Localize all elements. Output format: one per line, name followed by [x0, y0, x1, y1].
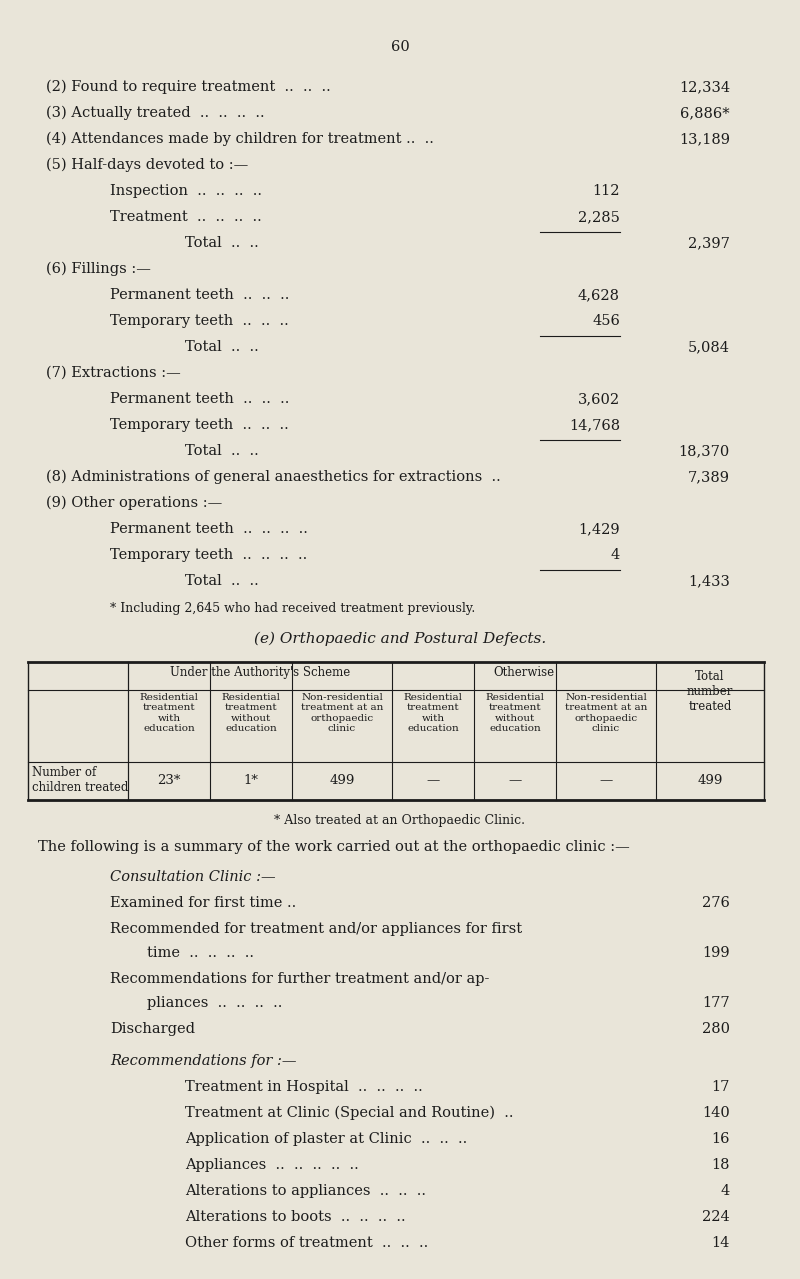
Text: (7) Extractions :—: (7) Extractions :—	[46, 366, 181, 380]
Text: 6,886*: 6,886*	[680, 106, 730, 120]
Text: Residential
treatment
without
education: Residential treatment without education	[486, 693, 545, 733]
Text: The following is a summary of the work carried out at the orthopaedic clinic :—: The following is a summary of the work c…	[38, 840, 630, 854]
Text: Non-residential
treatment at an
orthopaedic
clinic: Non-residential treatment at an orthopae…	[565, 693, 647, 733]
Text: Number of
children treated: Number of children treated	[32, 766, 128, 794]
Text: 18,370: 18,370	[678, 444, 730, 458]
Text: Examined for first time ..: Examined for first time ..	[110, 897, 296, 909]
Text: 4,628: 4,628	[578, 288, 620, 302]
Text: 13,189: 13,189	[679, 132, 730, 146]
Text: Inspection  ..  ..  ..  ..: Inspection .. .. .. ..	[110, 184, 262, 198]
Text: Recommendations for :—: Recommendations for :—	[110, 1054, 297, 1068]
Text: Otherwise: Otherwise	[494, 666, 554, 679]
Text: (6) Fillings :—: (6) Fillings :—	[46, 262, 151, 276]
Text: (8) Administrations of general anaesthetics for extractions  ..: (8) Administrations of general anaesthet…	[46, 469, 501, 485]
Text: 276: 276	[702, 897, 730, 909]
Text: Non-residential
treatment at an
orthopaedic
clinic: Non-residential treatment at an orthopae…	[301, 693, 383, 733]
Text: (5) Half-days devoted to :—: (5) Half-days devoted to :—	[46, 159, 248, 173]
Text: 1,433: 1,433	[688, 574, 730, 588]
Text: Appliances  ..  ..  ..  ..  ..: Appliances .. .. .. .. ..	[185, 1157, 358, 1172]
Text: 3,602: 3,602	[578, 391, 620, 405]
Text: 224: 224	[702, 1210, 730, 1224]
Text: 14: 14	[712, 1236, 730, 1250]
Text: Total  ..  ..: Total .. ..	[185, 237, 258, 249]
Text: 12,334: 12,334	[679, 81, 730, 93]
Text: Total  ..  ..: Total .. ..	[185, 574, 258, 588]
Text: 1,429: 1,429	[578, 522, 620, 536]
Text: Alterations to appliances  ..  ..  ..: Alterations to appliances .. .. ..	[185, 1184, 426, 1198]
Text: Temporary teeth  ..  ..  ..: Temporary teeth .. .. ..	[110, 315, 289, 327]
Text: 140: 140	[702, 1106, 730, 1120]
Text: Total
number
treated: Total number treated	[687, 670, 733, 712]
Text: Treatment at Clinic (Special and Routine)  ..: Treatment at Clinic (Special and Routine…	[185, 1106, 514, 1120]
Text: 2,397: 2,397	[688, 237, 730, 249]
Text: (3) Actually treated  ..  ..  ..  ..: (3) Actually treated .. .. .. ..	[46, 106, 265, 120]
Text: (e) Orthopaedic and Postural Defects.: (e) Orthopaedic and Postural Defects.	[254, 632, 546, 646]
Text: Residential
treatment
without
education: Residential treatment without education	[222, 693, 281, 733]
Text: 17: 17	[712, 1079, 730, 1094]
Text: (4) Attendances made by children for treatment ..  ..: (4) Attendances made by children for tre…	[46, 132, 434, 146]
Text: 456: 456	[592, 315, 620, 327]
Text: Residential
treatment
with
education: Residential treatment with education	[403, 693, 462, 733]
Text: Temporary teeth  ..  ..  ..  ..: Temporary teeth .. .. .. ..	[110, 547, 307, 561]
Text: 499: 499	[330, 775, 354, 788]
Text: 60: 60	[390, 40, 410, 54]
Text: Permanent teeth  ..  ..  ..  ..: Permanent teeth .. .. .. ..	[110, 522, 308, 536]
Text: Under the Authority's Scheme: Under the Authority's Scheme	[170, 666, 350, 679]
Text: 16: 16	[711, 1132, 730, 1146]
Text: 23*: 23*	[158, 775, 181, 788]
Text: time  ..  ..  ..  ..: time .. .. .. ..	[110, 946, 254, 961]
Text: Alterations to boots  ..  ..  ..  ..: Alterations to boots .. .. .. ..	[185, 1210, 406, 1224]
Text: Temporary teeth  ..  ..  ..: Temporary teeth .. .. ..	[110, 418, 289, 432]
Text: (2) Found to require treatment  ..  ..  ..: (2) Found to require treatment .. .. ..	[46, 81, 330, 95]
Text: —: —	[599, 775, 613, 788]
Text: Recommendations for further treatment and/or ap-: Recommendations for further treatment an…	[110, 972, 490, 986]
Text: Discharged: Discharged	[110, 1022, 195, 1036]
Text: Other forms of treatment  ..  ..  ..: Other forms of treatment .. .. ..	[185, 1236, 428, 1250]
Text: 18: 18	[711, 1157, 730, 1172]
Text: Permanent teeth  ..  ..  ..: Permanent teeth .. .. ..	[110, 288, 290, 302]
Text: 199: 199	[702, 946, 730, 961]
Text: 112: 112	[593, 184, 620, 198]
Text: Treatment  ..  ..  ..  ..: Treatment .. .. .. ..	[110, 210, 262, 224]
Text: Permanent teeth  ..  ..  ..: Permanent teeth .. .. ..	[110, 391, 290, 405]
Text: 5,084: 5,084	[688, 340, 730, 354]
Text: 280: 280	[702, 1022, 730, 1036]
Text: Total  ..  ..: Total .. ..	[185, 444, 258, 458]
Text: 7,389: 7,389	[688, 469, 730, 483]
Text: Residential
treatment
with
education: Residential treatment with education	[139, 693, 198, 733]
Text: Total  ..  ..: Total .. ..	[185, 340, 258, 354]
Text: * Including 2,645 who had received treatment previously.: * Including 2,645 who had received treat…	[110, 602, 475, 615]
Text: pliances  ..  ..  ..  ..: pliances .. .. .. ..	[110, 996, 282, 1010]
Text: —: —	[508, 775, 522, 788]
Text: 4: 4	[610, 547, 620, 561]
Text: (9) Other operations :—: (9) Other operations :—	[46, 496, 222, 510]
Text: 177: 177	[702, 996, 730, 1010]
Text: Recommended for treatment and/or appliances for first: Recommended for treatment and/or applian…	[110, 922, 522, 936]
Text: * Also treated at an Orthopaedic Clinic.: * Also treated at an Orthopaedic Clinic.	[274, 813, 526, 828]
Text: Treatment in Hospital  ..  ..  ..  ..: Treatment in Hospital .. .. .. ..	[185, 1079, 422, 1094]
Text: 14,768: 14,768	[569, 418, 620, 432]
Text: Application of plaster at Clinic  ..  ..  ..: Application of plaster at Clinic .. .. .…	[185, 1132, 467, 1146]
Text: 499: 499	[698, 775, 722, 788]
Text: 4: 4	[721, 1184, 730, 1198]
Text: —: —	[426, 775, 440, 788]
Text: Consultation Clinic :—: Consultation Clinic :—	[110, 870, 276, 884]
Text: 2,285: 2,285	[578, 210, 620, 224]
Text: 1*: 1*	[243, 775, 258, 788]
